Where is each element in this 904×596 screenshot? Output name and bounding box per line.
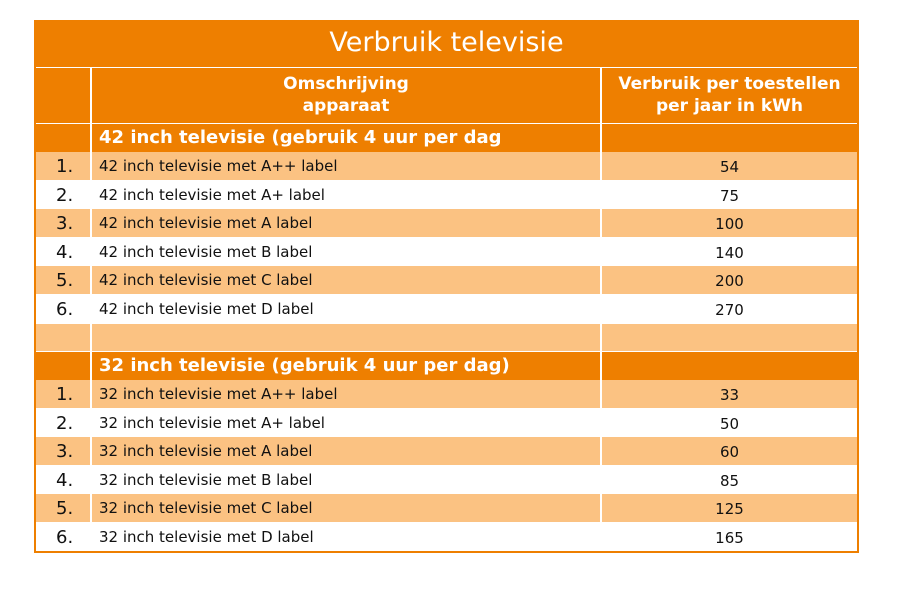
row-description: 42 inch televisie met A label <box>92 209 600 237</box>
row-number: 1. <box>36 152 90 180</box>
table-row: 4. 32 inch televisie met B label 85 <box>36 465 857 494</box>
spacer-row <box>36 324 857 351</box>
row-description: 42 inch televisie met B label <box>92 237 600 266</box>
row-value: 100 <box>602 209 857 237</box>
section-value-cell <box>602 352 857 380</box>
row-description: 32 inch televisie met D label <box>92 523 600 551</box>
row-number: 6. <box>36 523 90 551</box>
header-description: Omschrijving apparaat <box>92 68 600 123</box>
row-value: 140 <box>602 237 857 266</box>
row-value: 54 <box>602 152 857 180</box>
row-number: 3. <box>36 437 90 465</box>
spacer-cell <box>36 324 90 351</box>
header-num-cell <box>36 68 90 123</box>
table-row: 1. 32 inch televisie met A++ label 33 <box>36 380 857 408</box>
header-value: Verbruik per toestellen per jaar in kWh <box>602 68 857 123</box>
consumption-table: Verbruik televisie Omschrijving apparaat… <box>34 20 859 553</box>
row-value: 85 <box>602 465 857 494</box>
row-value: 165 <box>602 523 857 551</box>
row-number: 6. <box>36 295 90 323</box>
row-description: 32 inch televisie met A++ label <box>92 380 600 408</box>
section-heading: 32 inch televisie (gebruik 4 uur per dag… <box>92 352 600 380</box>
table-row: 6. 42 inch televisie met D label 270 <box>36 295 857 323</box>
row-number: 4. <box>36 465 90 494</box>
row-value: 60 <box>602 437 857 465</box>
table-row: 2. 42 inch televisie met A+ label 75 <box>36 180 857 209</box>
row-description: 42 inch televisie met D label <box>92 295 600 323</box>
section-num-cell <box>36 352 90 380</box>
row-number: 5. <box>36 494 90 522</box>
table-title: Verbruik televisie <box>36 22 857 67</box>
spacer-cell <box>92 324 600 351</box>
row-description: 42 inch televisie met A++ label <box>92 152 600 180</box>
section-value-cell <box>602 124 857 152</box>
row-number: 3. <box>36 209 90 237</box>
table-row: 2. 32 inch televisie met A+ label 50 <box>36 408 857 437</box>
row-description: 42 inch televisie met C label <box>92 266 600 294</box>
row-value: 50 <box>602 408 857 437</box>
table-row: 3. 42 inch televisie met A label 100 <box>36 209 857 237</box>
section-heading-row: 32 inch televisie (gebruik 4 uur per dag… <box>36 352 857 380</box>
section-heading: 42 inch televisie (gebruik 4 uur per dag <box>92 124 600 152</box>
row-number: 2. <box>36 180 90 209</box>
table-header-row: Omschrijving apparaat Verbruik per toest… <box>36 68 857 123</box>
row-value: 270 <box>602 295 857 323</box>
header-description-line1: Omschrijving <box>283 74 409 94</box>
table-row: 1. 42 inch televisie met A++ label 54 <box>36 152 857 180</box>
header-value-line2: per jaar in kWh <box>655 96 804 116</box>
table-row: 5. 42 inch televisie met C label 200 <box>36 266 857 294</box>
header-value-line1: Verbruik per toestellen <box>618 74 841 94</box>
row-description: 32 inch televisie met C label <box>92 494 600 522</box>
row-description: 32 inch televisie met A label <box>92 437 600 465</box>
table-row: 4. 42 inch televisie met B label 140 <box>36 237 857 266</box>
row-number: 2. <box>36 408 90 437</box>
row-number: 4. <box>36 237 90 266</box>
row-value: 75 <box>602 180 857 209</box>
row-description: 32 inch televisie met B label <box>92 465 600 494</box>
row-description: 32 inch televisie met A+ label <box>92 408 600 437</box>
section-heading-row: 42 inch televisie (gebruik 4 uur per dag <box>36 124 857 152</box>
table-row: 6. 32 inch televisie met D label 165 <box>36 523 857 551</box>
section-num-cell <box>36 124 90 152</box>
row-value: 33 <box>602 380 857 408</box>
spacer-cell <box>602 324 857 351</box>
row-number: 1. <box>36 380 90 408</box>
table-row: 3. 32 inch televisie met A label 60 <box>36 437 857 465</box>
table-row: 5. 32 inch televisie met C label 125 <box>36 494 857 522</box>
header-description-line2: apparaat <box>302 96 390 116</box>
row-description: 42 inch televisie met A+ label <box>92 180 600 209</box>
row-value: 200 <box>602 266 857 294</box>
row-number: 5. <box>36 266 90 294</box>
row-value: 125 <box>602 494 857 522</box>
